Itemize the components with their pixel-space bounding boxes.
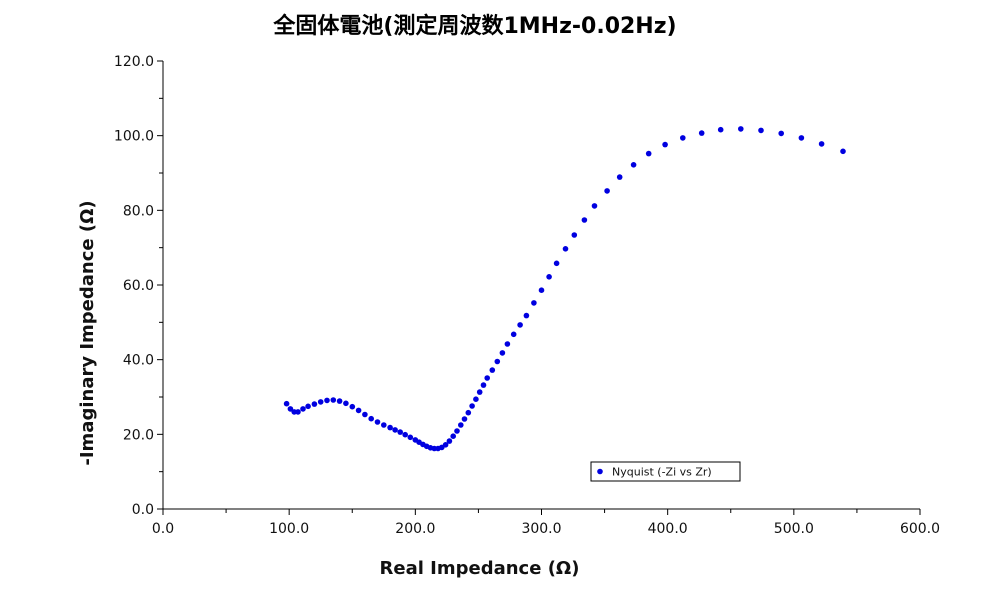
data-point [374,419,381,425]
data-point [778,130,784,137]
data-point [662,141,668,148]
data-point [305,403,311,410]
x-tick-label: 600.0 [900,521,940,537]
data-point [499,350,506,356]
data-point [362,411,368,418]
data-point [517,322,523,328]
data-point [317,399,324,405]
data-point [591,203,598,209]
data-point [698,130,705,136]
x-axis-title: Real Impedance (Ω) [380,558,580,579]
data-point [553,260,560,267]
data-point [738,126,744,132]
data-point [538,287,545,294]
data-point [473,396,479,403]
y-tick-label: 20.0 [123,427,154,443]
chart-title: 全固体電池(測定周波数1MHz-0.02Hz) [273,14,677,39]
data-point [630,162,637,168]
data-point [480,382,487,388]
data-point [465,409,472,416]
y-tick-label: 60.0 [123,278,154,294]
axes: 0.0 100.0 200.0 300.0 400.0 500.0 600.0 0.0 20.0… [77,54,940,579]
data-point [604,188,610,194]
data-point [494,358,501,365]
data-point [458,422,464,428]
data-point [484,375,491,381]
data-point [287,406,294,412]
data-point [283,400,290,407]
data-point [818,141,825,147]
data-point [840,148,846,155]
data-point [368,415,375,422]
data-point [680,135,686,141]
data-point [461,416,468,422]
data-point [446,438,453,444]
data-point [571,232,578,238]
x-tick-label: 100.0 [269,521,309,537]
data-point [562,246,569,252]
y-tick-label: 100.0 [114,129,154,145]
data-point [645,150,652,157]
data-point [531,300,537,306]
data-point [355,407,362,414]
data-point [300,406,306,412]
data-point [546,274,552,280]
data-points [283,126,846,452]
data-point [758,127,764,134]
data-point [349,403,356,410]
data-point [330,397,337,403]
data-point [402,431,409,438]
data-point [392,427,398,433]
x-tick-label: 400.0 [648,521,688,537]
x-tick-label: 500.0 [774,521,814,537]
y-tick-label: 40.0 [123,353,154,369]
data-point [717,126,724,133]
data-point [476,389,483,395]
data-point [450,433,457,440]
data-point [798,135,805,141]
data-point [295,409,301,415]
data-point [407,434,414,441]
data-point [489,367,496,373]
data-point [387,424,393,431]
y-tick-label: 120.0 [114,54,154,70]
data-point [510,331,517,338]
x-tick-label: 300.0 [521,521,561,537]
y-tick-label: 0.0 [132,502,154,518]
data-point [442,442,449,448]
data-point [581,217,588,223]
data-point [381,422,387,428]
data-point [324,397,330,404]
data-point [504,341,511,347]
x-tick-label: 200.0 [395,521,435,537]
data-point [523,312,530,319]
legend-box [590,461,741,482]
legend: Nyquist (-Zi vs Zr) [590,461,741,482]
data-point [454,428,460,434]
y-axis-title: -Imaginary Impedance (Ω) [77,200,98,465]
data-point [343,400,349,407]
x-tick-label: 0.0 [152,521,174,537]
data-point [469,403,475,409]
y-tick-label: 80.0 [123,203,154,219]
data-point [616,174,623,180]
data-point [397,429,404,435]
data-point [311,401,318,407]
legend-marker [597,468,603,475]
data-point [336,398,343,404]
legend-label: Nyquist (-Zi vs Zr) [612,466,712,479]
